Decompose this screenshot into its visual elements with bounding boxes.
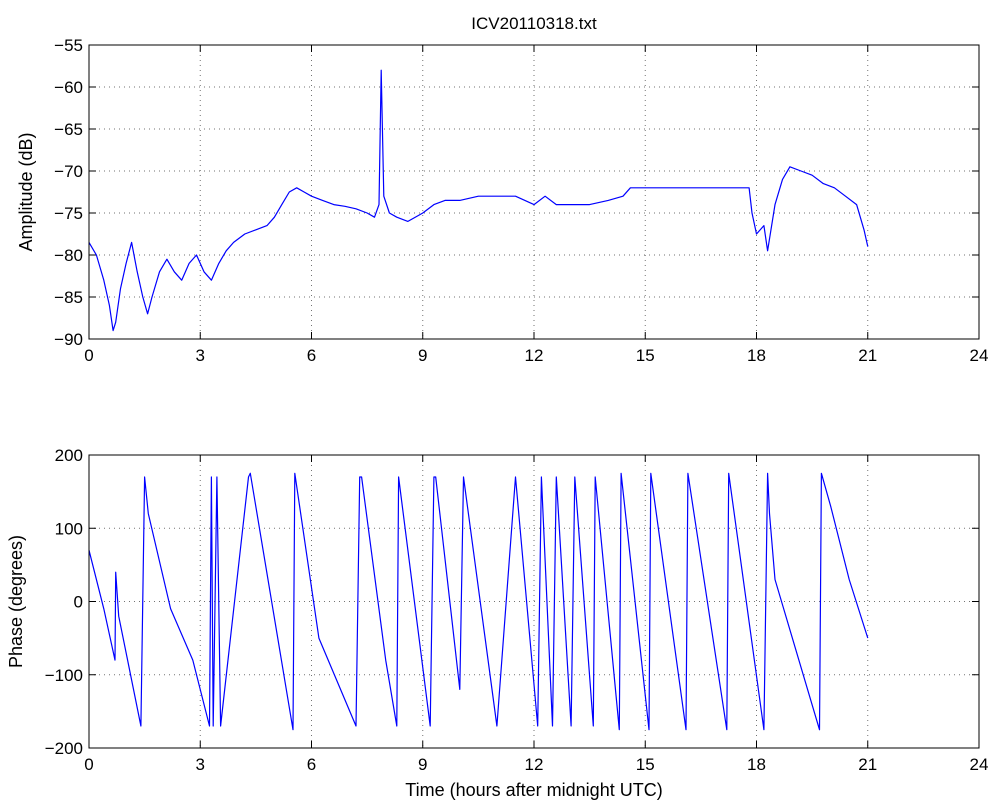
x-tick-label: 18	[747, 755, 766, 774]
x-tick-label: 6	[307, 755, 316, 774]
axes-background	[89, 45, 979, 339]
phase-series-line	[88, 472, 869, 731]
x-tick-label: 0	[84, 755, 93, 774]
subplot-2: 0 3 6 9 12 15 18 21 24 −200 −100 0 100 200 Time (hours…	[6, 446, 988, 800]
x-tick-label: 15	[636, 346, 655, 365]
x-tick-label: 18	[747, 346, 766, 365]
amplitude-series-line	[88, 69, 869, 332]
x-tick-label: 24	[970, 755, 989, 774]
x-tick-label: 12	[525, 346, 544, 365]
axes-frame	[88, 454, 980, 749]
y-tick-label: −100	[45, 666, 83, 685]
y-tick-label: −200	[45, 739, 83, 758]
x-tick-label: 3	[196, 755, 205, 774]
y-axis-label: Phase (degrees)	[6, 535, 26, 668]
x-tick-label: 9	[418, 755, 427, 774]
x-tick-label: 9	[418, 346, 427, 365]
x-tick-label: 24	[970, 346, 989, 365]
x-tick-label: 21	[858, 346, 877, 365]
y-tick-label: −75	[54, 204, 83, 223]
y-tick-label: −55	[54, 36, 83, 55]
y-tick-label: −70	[54, 162, 83, 181]
x-tick-label: 3	[196, 346, 205, 365]
y-tick-label: 200	[55, 446, 83, 465]
y-tick-label: −85	[54, 288, 83, 307]
x-axis-label: Time (hours after midnight UTC)	[405, 780, 662, 800]
y-axis-label: Amplitude (dB)	[16, 132, 36, 251]
axes-frame	[88, 44, 980, 340]
x-tick-label: 0	[84, 346, 93, 365]
y-tick-label: −60	[54, 78, 83, 97]
y-tick-label: 0	[74, 593, 83, 612]
x-tick-label: 12	[525, 755, 544, 774]
x-tick-label: 21	[858, 755, 877, 774]
y-tick-label: 100	[55, 519, 83, 538]
x-tick-label: 6	[307, 346, 316, 365]
chart-title: ICV20110318.txt	[471, 14, 597, 33]
y-tick-label: −65	[54, 120, 83, 139]
x-tick-label: 15	[636, 755, 655, 774]
subplot-1: 0 3 6 9 12 15 18 21 24 −90 −85 −80 −75 −70 −65 −60 −55 IC…	[16, 14, 988, 365]
y-tick-label: −80	[54, 246, 83, 265]
y-tick-label: −90	[54, 330, 83, 349]
